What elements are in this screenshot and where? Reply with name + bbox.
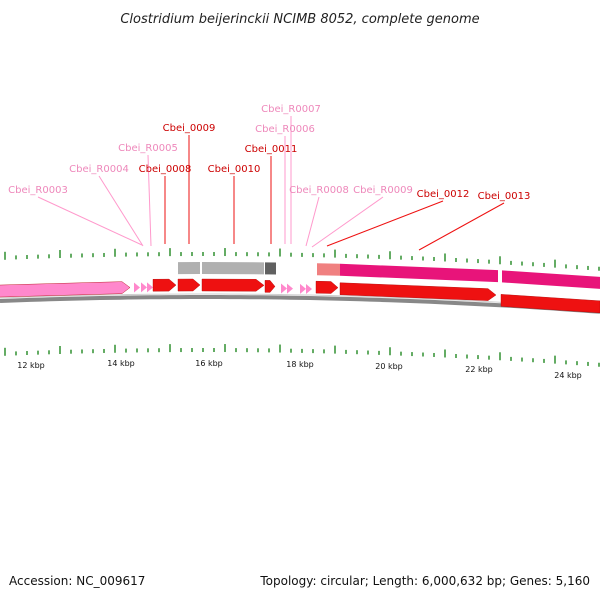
axis-tick-label: 14 kbp bbox=[107, 359, 135, 368]
accession-text: Accession: NC_009617 bbox=[9, 574, 146, 588]
axis-tick-label: 24 kbp bbox=[554, 371, 582, 380]
axis-tick-label: 16 kbp bbox=[195, 359, 223, 368]
gene-label: Cbei_R0006 bbox=[255, 124, 315, 135]
gene-label: Cbei_R0007 bbox=[261, 104, 321, 115]
gene-label: Cbei_0010 bbox=[208, 164, 261, 175]
axis-labels: 12 kbp 14 kbp 16 kbp 18 kbp 20 kbp 22 kbp 24 k… bbox=[17, 359, 582, 380]
backbone-line bbox=[0, 293, 600, 310]
gene-arrow bbox=[0, 281, 131, 298]
rna-marker bbox=[141, 282, 147, 293]
hit-block bbox=[265, 262, 276, 275]
hit-track bbox=[178, 262, 600, 289]
label-leaders bbox=[37, 116, 505, 251]
gene-arrow bbox=[500, 294, 600, 314]
genome-summary-text: Topology: circular; Length: 6,000,632 bp… bbox=[260, 574, 590, 588]
leader-line bbox=[311, 196, 384, 248]
gene-label: Cbei_R0003 bbox=[8, 185, 68, 196]
gene-arrow bbox=[264, 280, 276, 293]
leader-line bbox=[98, 175, 144, 247]
gene-label: Cbei_R0005 bbox=[118, 143, 178, 154]
feature-track bbox=[0, 278, 600, 314]
rna-marker bbox=[300, 283, 306, 294]
axis-tick-label: 12 kbp bbox=[17, 361, 45, 370]
axis-tick-label: 18 kbp bbox=[286, 360, 314, 369]
leader-line bbox=[305, 196, 320, 247]
gene-label: Cbei_R0004 bbox=[69, 164, 129, 175]
gene-arrow bbox=[201, 278, 265, 292]
rna-marker bbox=[147, 282, 153, 293]
rna-marker bbox=[287, 283, 293, 294]
leader-line bbox=[418, 202, 505, 251]
rna-marker bbox=[281, 283, 287, 294]
rna-marker bbox=[306, 283, 312, 294]
gene-arrow bbox=[177, 278, 201, 292]
hit-block bbox=[502, 270, 600, 289]
leader-line bbox=[37, 196, 143, 246]
rna-marker bbox=[134, 282, 140, 293]
hit-block bbox=[340, 263, 498, 283]
hit-block bbox=[317, 263, 340, 276]
gene-label: Cbei_0009 bbox=[163, 123, 216, 134]
gene-label: Cbei_R0008 bbox=[289, 185, 349, 196]
gene-label: Cbei_0008 bbox=[139, 164, 192, 175]
gene-label: Cbei_0011 bbox=[245, 144, 298, 155]
hit-block bbox=[202, 262, 264, 275]
backbone-track bbox=[0, 293, 600, 314]
gene-arrow bbox=[339, 282, 497, 301]
axis-tick-label: 20 kbp bbox=[375, 362, 403, 371]
tick-marks bbox=[4, 248, 600, 367]
hit-block bbox=[178, 262, 200, 275]
leader-line bbox=[326, 200, 444, 247]
gene-label: Cbei_0013 bbox=[478, 191, 531, 202]
gene-label: Cbei_R0009 bbox=[353, 185, 413, 196]
leader-line bbox=[147, 154, 152, 247]
axis-tick-label: 22 kbp bbox=[465, 365, 493, 374]
map-title: Clostridium beijerinckii NCIMB 8052, com… bbox=[120, 12, 479, 27]
gene-arrow bbox=[152, 278, 177, 292]
backbone-line bbox=[0, 295, 600, 314]
gene-arrow bbox=[315, 280, 339, 294]
gene-label: Cbei_0012 bbox=[417, 189, 470, 200]
